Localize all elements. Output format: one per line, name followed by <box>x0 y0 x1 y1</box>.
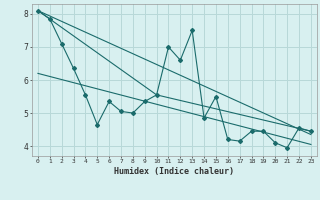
X-axis label: Humidex (Indice chaleur): Humidex (Indice chaleur) <box>115 167 234 176</box>
